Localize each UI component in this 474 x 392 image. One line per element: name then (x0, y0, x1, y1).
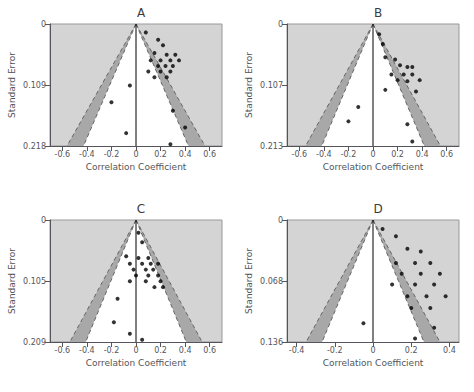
svg-text:-0.2: -0.2 (104, 346, 120, 355)
svg-text:0: 0 (370, 346, 375, 355)
svg-text:0.4: 0.4 (179, 346, 192, 355)
svg-text:B: B (374, 6, 382, 20)
svg-text:-0.4: -0.4 (316, 150, 332, 159)
svg-text:0: 0 (278, 216, 283, 225)
svg-text:Standard Error: Standard Error (7, 52, 17, 118)
svg-text:0.213: 0.213 (260, 142, 283, 151)
svg-text:0: 0 (41, 216, 46, 225)
svg-text:Standard Error: Standard Error (7, 248, 17, 314)
svg-text:Correlation Coefficient: Correlation Coefficient (323, 162, 424, 172)
svg-text:-0.2: -0.2 (327, 346, 343, 355)
svg-text:0.4: 0.4 (179, 150, 192, 159)
svg-text:-0.2: -0.2 (341, 150, 357, 159)
svg-text:0.2: 0.2 (154, 346, 167, 355)
svg-text:-0.6: -0.6 (291, 150, 307, 159)
svg-text:D: D (373, 202, 382, 216)
svg-text:0.2: 0.2 (391, 150, 404, 159)
svg-text:0: 0 (41, 20, 46, 29)
svg-text:0.6: 0.6 (440, 150, 453, 159)
svg-text:Correlation Coefficient: Correlation Coefficient (86, 162, 187, 172)
svg-text:-0.6: -0.6 (54, 150, 70, 159)
svg-text:0.6: 0.6 (203, 346, 216, 355)
svg-text:Correlation Coefficient: Correlation Coefficient (86, 358, 187, 368)
svg-text:0.109: 0.109 (23, 81, 46, 90)
svg-text:0.209: 0.209 (23, 338, 46, 347)
svg-text:0.068: 0.068 (260, 277, 283, 286)
svg-text:-0.4: -0.4 (79, 346, 95, 355)
svg-text:C: C (137, 202, 145, 216)
svg-text:0.136: 0.136 (260, 338, 283, 347)
svg-text:0.4: 0.4 (443, 346, 456, 355)
svg-text:-0.4: -0.4 (79, 150, 95, 159)
svg-text:0.105: 0.105 (23, 277, 46, 286)
svg-text:0.4: 0.4 (416, 150, 429, 159)
svg-text:0: 0 (133, 150, 138, 159)
svg-text:0.2: 0.2 (154, 150, 167, 159)
svg-text:A: A (137, 6, 146, 20)
svg-text:0.6: 0.6 (203, 150, 216, 159)
svg-text:0.218: 0.218 (23, 142, 46, 151)
svg-text:0: 0 (133, 346, 138, 355)
svg-text:Standard Error: Standard Error (244, 248, 254, 314)
svg-text:0.2: 0.2 (405, 346, 418, 355)
svg-text:-0.2: -0.2 (104, 150, 120, 159)
svg-text:-0.4: -0.4 (289, 346, 305, 355)
svg-text:Correlation Coefficient: Correlation Coefficient (323, 358, 424, 368)
svg-text:Standard Error: Standard Error (244, 52, 254, 118)
svg-text:0.107: 0.107 (260, 81, 283, 90)
svg-text:0: 0 (278, 20, 283, 29)
svg-text:0: 0 (370, 150, 375, 159)
svg-text:-0.6: -0.6 (54, 346, 70, 355)
